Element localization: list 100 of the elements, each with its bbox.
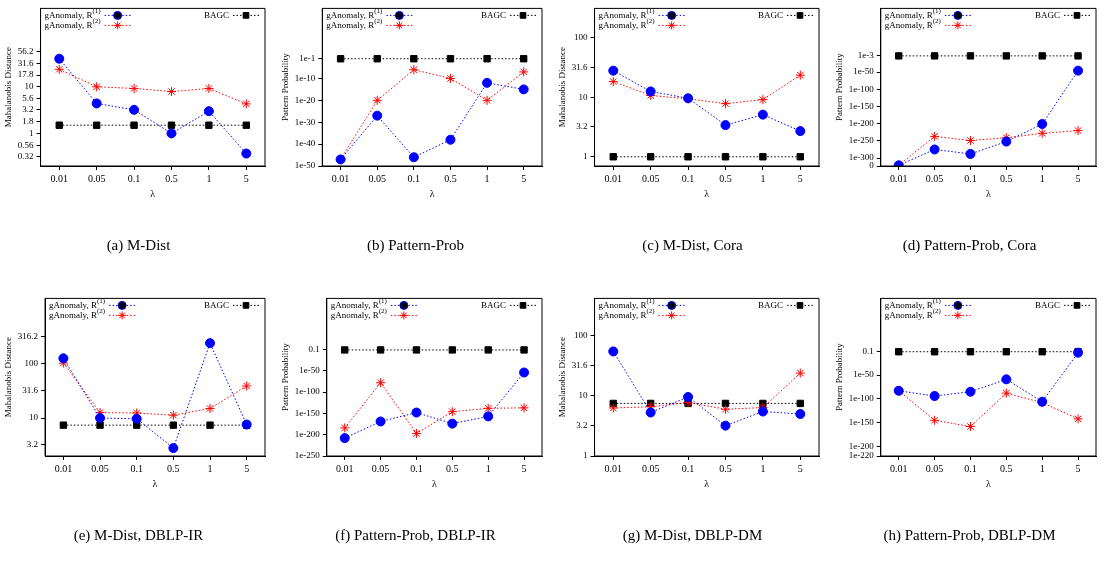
x-tick-label: 0.01	[889, 462, 908, 474]
x-tick-label: 0.5	[1000, 172, 1013, 184]
y-tick-label: 1e-50	[294, 160, 316, 171]
y-tick-label: 0.32	[17, 150, 34, 161]
y-tick-label: 3.2	[576, 420, 588, 431]
y-tick-label: 17.8	[17, 69, 35, 80]
y-tick-label: 3.2	[22, 104, 34, 115]
x-tick-label: 0.5	[1000, 462, 1013, 474]
x-tick-label: 1	[207, 462, 213, 474]
text: (b) Pattern-Prob	[365, 237, 466, 254]
x-tick-label: 0.01	[889, 172, 908, 184]
x-tick-label: 0.1	[964, 462, 977, 474]
x-axis-title: λ	[431, 477, 437, 489]
y-tick-label: 1e-1	[299, 53, 316, 64]
y-tick-label: 31.6	[571, 61, 589, 72]
y-axis-title: Pattern Probability	[833, 342, 844, 412]
y-tick-label: 1e-50	[299, 365, 321, 376]
y-tick-label: 1e-50	[853, 369, 875, 380]
y-tick-label: 3.2	[576, 121, 588, 132]
x-tick-label: 0.05	[371, 462, 390, 474]
x-tick-label: 0.01	[50, 172, 68, 184]
text: (d) Pattern-Prob, Cora	[901, 237, 1038, 254]
y-tick-label: 1e-200	[848, 440, 875, 451]
x-tick-label: 0.1	[407, 172, 421, 184]
x-tick-label: 1	[484, 172, 490, 184]
legend-label: BAGC	[758, 9, 784, 20]
y-tick-label: 1e-150	[848, 417, 875, 428]
x-tick-label: 0.01	[335, 462, 354, 474]
y-tick-label: 1e-3	[857, 50, 875, 61]
x-tick-label: 0.1	[964, 172, 977, 184]
x-tick-label: 1	[1039, 172, 1045, 184]
y-tick-label: 100	[574, 32, 589, 43]
x-tick-label: 5	[797, 172, 803, 184]
y-tick-label: 0.1	[862, 346, 874, 357]
y-tick-label: 1e-300	[848, 152, 875, 163]
text: (c) M-Dist, Cora	[641, 237, 744, 254]
y-tick-label: 1	[583, 450, 588, 461]
y-axis-title: Mahalanobis Distance	[2, 337, 13, 418]
y-tick-label: 1.8	[22, 115, 35, 126]
x-tick-label: 5	[1075, 462, 1081, 474]
y-tick-label: 1e-40	[294, 138, 316, 149]
text: (f) Pattern-Prob, DBLP-IR	[334, 527, 497, 544]
y-tick-label: 0.1	[308, 344, 320, 355]
x-tick-label: 0.05	[368, 172, 386, 184]
legend-label: BAGC	[758, 299, 784, 310]
legend-label: BAGC	[204, 9, 230, 20]
x-tick-label: 0.1	[681, 462, 695, 474]
legend-label: BAGC	[1035, 9, 1061, 20]
y-axis-title: Pattern Probability	[279, 52, 290, 122]
x-tick-label: 5	[797, 462, 803, 474]
text: (h) Pattern-Prob, DBLP-DM	[882, 527, 1057, 544]
y-tick-label: 1e-150	[294, 407, 321, 418]
x-tick-label: 1	[760, 172, 766, 184]
y-tick-label: 10	[29, 412, 39, 423]
y-tick-label: 10	[24, 81, 35, 92]
x-tick-label: 0.01	[54, 462, 73, 474]
y-tick-label: 1	[583, 151, 588, 162]
text: (a) M-Dist	[105, 237, 172, 254]
x-tick-label: 0.5	[167, 462, 180, 474]
x-tick-label: 0.01	[331, 172, 350, 184]
y-tick-label: 1e-250	[848, 135, 875, 146]
y-tick-label: 1e-10	[294, 72, 316, 83]
x-tick-label: 1	[760, 462, 766, 474]
y-axis-title: Pattern Probability	[279, 342, 290, 412]
x-tick-label: 0.1	[127, 172, 141, 184]
y-tick-label: 100	[24, 358, 39, 369]
x-tick-label: 0.01	[604, 172, 622, 184]
x-tick-label: 0.1	[410, 462, 423, 474]
x-tick-label: 0.01	[604, 462, 622, 474]
y-tick-label: 31.6	[22, 385, 39, 396]
y-tick-label: 0.56	[17, 139, 35, 150]
y-tick-label: 1e-20	[294, 94, 316, 105]
y-tick-label: 1e-100	[848, 393, 875, 404]
x-tick-label: 1	[1039, 462, 1045, 474]
y-tick-label: 1e-220	[848, 450, 875, 461]
x-axis-title: λ	[985, 477, 991, 489]
x-tick-label: 0.5	[719, 172, 732, 184]
x-tick-label: 0.05	[925, 462, 944, 474]
x-tick-label: 5	[521, 172, 527, 184]
x-tick-label: 0.05	[641, 172, 660, 184]
x-axis-title: λ	[429, 187, 435, 199]
x-tick-label: 0.1	[130, 462, 143, 474]
y-axis-title: Mahalanobis Distance	[556, 47, 567, 128]
y-tick-label: 31.6	[17, 57, 35, 68]
legend-label: BAGC	[481, 9, 507, 20]
y-tick-label: 1e-100	[294, 386, 321, 397]
y-tick-label: 1e-250	[294, 450, 321, 461]
x-tick-label: 0.5	[446, 462, 459, 474]
x-tick-label: 5	[1075, 172, 1081, 184]
x-tick-label: 0.1	[681, 172, 695, 184]
x-tick-label: 0.05	[87, 172, 106, 184]
x-axis-title: λ	[150, 187, 156, 199]
x-tick-label: 0.5	[719, 462, 732, 474]
x-tick-label: 0.5	[444, 172, 457, 184]
x-axis-title: λ	[704, 187, 710, 199]
text: (e) M-Dist, DBLP-IR	[72, 527, 205, 544]
y-tick-label: 1e-100	[848, 83, 875, 94]
y-tick-label: 1e-50	[853, 66, 875, 77]
y-tick-label: 10	[578, 390, 589, 401]
x-axis-title: λ	[985, 187, 991, 199]
